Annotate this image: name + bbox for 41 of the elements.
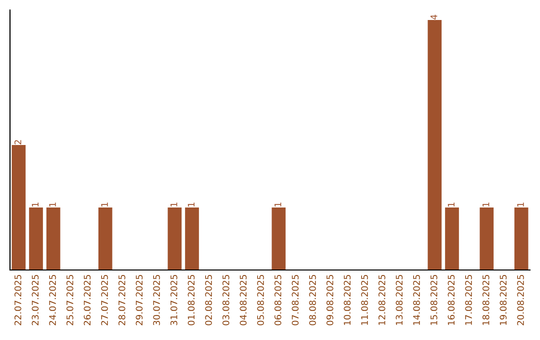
x-tick-label: 03.08.2025 [222,274,230,326]
data-label: 1 [32,202,38,207]
data-label: 1 [517,202,524,207]
x-tick-label: 15.08.2025 [430,274,438,325]
data-label: 1 [170,202,178,207]
x-tick-label: 17.08.2025 [465,274,472,325]
x-tick-label: 18.08.2025 [482,274,490,325]
x-tick-label: 01.08.2025 [188,274,195,326]
x-tick-label: 30.07.2025 [153,274,160,326]
x-tick-label: 22.07.2025 [14,274,22,326]
x-tick-label: 27.07.2025 [101,274,108,326]
data-label: 4 [430,14,438,20]
x-tick-label: 09.08.2025 [326,274,334,326]
x-tick-label: 05.08.2025 [257,274,264,326]
x-tick-label: 08.08.2025 [309,274,316,326]
x-tick-label: 11.08.2025 [361,274,368,325]
x-tick-label: 31.07.2025 [170,274,178,326]
x-tick-label: 12.08.2025 [378,274,386,325]
x-tick-label: 29.07.2025 [136,274,143,326]
x-tick-label: 13.08.2025 [396,274,403,325]
x-tick-label: 06.08.2025 [274,274,282,326]
x-tick-label: 19.08.2025 [500,274,507,325]
data-label: 1 [188,202,194,207]
data-label: 1 [274,202,282,207]
x-tick-label: 28.07.2025 [118,274,126,326]
x-tick-label: 07.08.2025 [292,274,299,326]
x-tick-label: 25.07.2025 [66,274,74,326]
x-tick-label: 23.07.2025 [32,274,39,326]
data-label: 1 [448,202,454,207]
data-label: 1 [482,202,490,207]
x-tick-label: 04.08.2025 [240,274,247,326]
x-tick-label: 20.08.2025 [517,274,524,326]
x-tick-label: 14.08.2025 [413,274,420,325]
x-tick-label: 02.08.2025 [205,274,212,326]
data-label: 1 [101,202,108,207]
data-label: 1 [49,202,56,207]
data-label: 2 [14,140,22,144]
x-tick-label: 16.08.2025 [448,274,455,325]
x-tick-label: 26.07.2025 [84,274,91,326]
x-tick-label: 10.08.2025 [344,274,351,325]
x-tick-label: 24.07.2025 [49,274,56,326]
